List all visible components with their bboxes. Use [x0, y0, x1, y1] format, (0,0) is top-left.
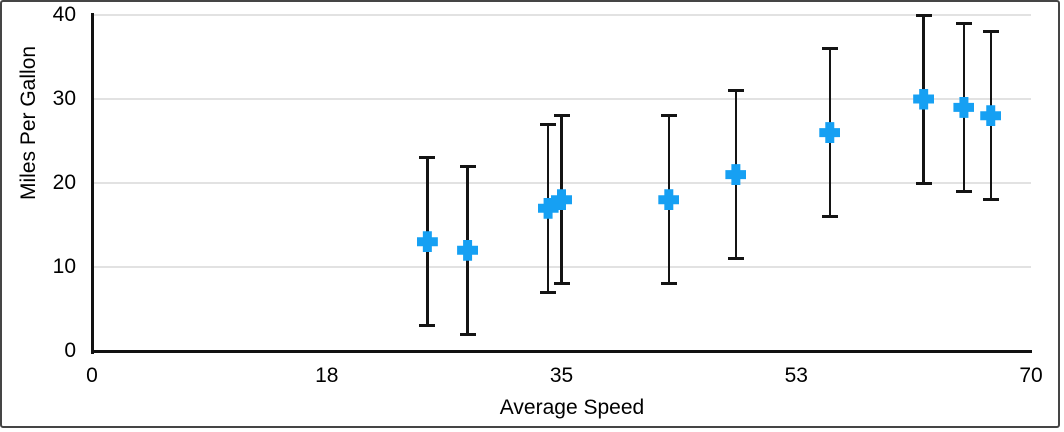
x-tick-label-0: 0: [86, 364, 98, 387]
plot-area: 0 10 20 30 40 0 18 35 53 70: [2, 2, 1058, 426]
error-bar-cap-top: [727, 89, 744, 93]
y-tick-label-0: 0: [64, 339, 76, 362]
data-point-marker-9[interactable]: [953, 96, 975, 118]
error-bar-cap-bottom: [915, 181, 932, 185]
x-tick-label-35: 35: [549, 364, 574, 387]
error-bar-cap-top: [553, 114, 570, 118]
y-tick-label-40: 40: [52, 3, 76, 26]
error-bar-cap-bottom: [553, 282, 570, 286]
error-bar-cap-top: [915, 13, 932, 17]
error-bar-cap-bottom: [821, 215, 838, 219]
data-point-marker-10[interactable]: [980, 105, 1002, 127]
data-point-marker-7[interactable]: [819, 122, 841, 144]
x-tick-label-70: 70: [1019, 364, 1043, 387]
x-tick-label-53: 53: [784, 364, 808, 387]
x-axis-line: [91, 350, 1032, 353]
data-point-marker-5[interactable]: [658, 189, 680, 211]
error-bar-cap-bottom: [955, 189, 972, 193]
error-bar-cap-top: [419, 156, 436, 160]
x-tick-label-18: 18: [315, 364, 339, 387]
data-point-marker-1[interactable]: [416, 231, 438, 253]
x-axis-title: Average Speed: [499, 396, 645, 419]
data-point-marker-8[interactable]: [913, 88, 935, 110]
error-bar-cap-top: [459, 164, 476, 168]
y-tick-label-10: 10: [52, 255, 76, 278]
gridline-y-40: [92, 14, 1031, 16]
error-bar-cap-top: [955, 21, 972, 25]
error-bar-cap-top: [821, 47, 838, 51]
data-point-marker-2[interactable]: [457, 239, 479, 261]
y-tick-label-30: 30: [52, 87, 76, 110]
error-bar-cap-bottom: [419, 324, 436, 328]
y-tick-label-20: 20: [52, 171, 76, 194]
error-bar-cap-top: [660, 114, 677, 118]
error-bar-cap-bottom: [540, 290, 557, 294]
error-bar-cap-bottom: [660, 282, 677, 286]
gridline-y-30: [92, 98, 1031, 100]
error-bar-cap-bottom: [459, 332, 476, 336]
error-bar-cap-top: [540, 122, 557, 126]
error-bar-cap-top: [982, 30, 999, 34]
error-bar-cap-bottom: [982, 198, 999, 202]
y-axis-line: [91, 13, 94, 354]
error-bar-cap-bottom: [727, 257, 744, 261]
